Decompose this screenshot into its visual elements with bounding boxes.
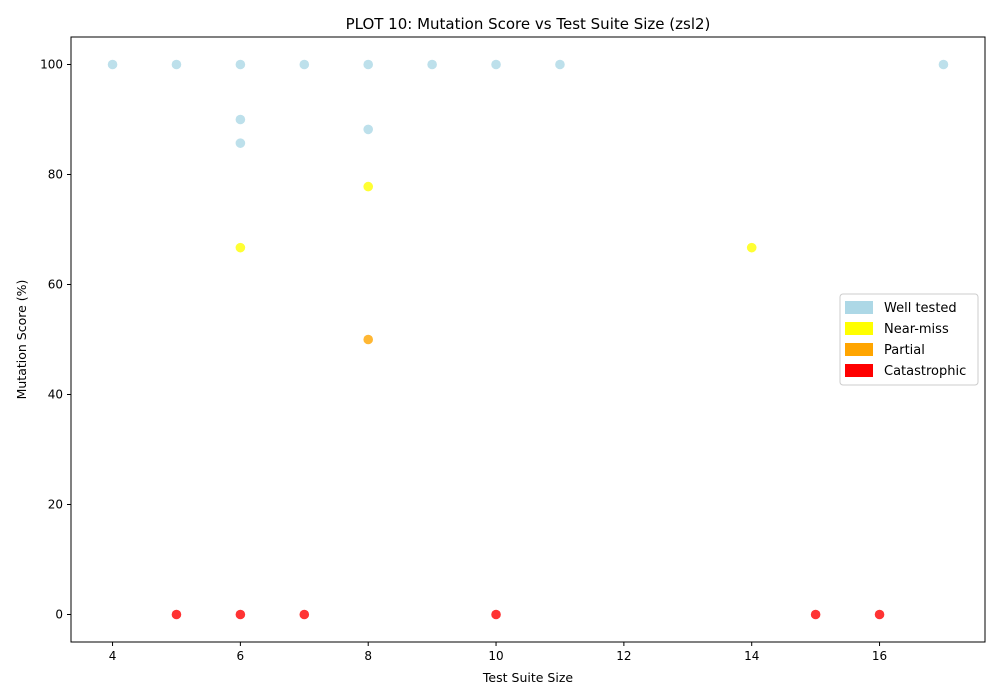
data-point — [363, 181, 374, 192]
legend-entry-label: Partial — [884, 343, 925, 358]
data-point — [235, 242, 246, 253]
data-point — [938, 59, 949, 70]
y-axis-label: Mutation Score (%) — [14, 280, 29, 400]
data-point — [874, 609, 885, 620]
x-tick-label: 12 — [616, 649, 631, 663]
x-tick-label: 16 — [872, 649, 887, 663]
data-point — [299, 59, 310, 70]
y-tick-label: 60 — [48, 278, 63, 292]
y-axis: 0 20 40 60 80 100 — [40, 58, 71, 622]
data-point — [107, 59, 118, 70]
legend-box — [839, 293, 979, 386]
legend-entry-label: Near-miss — [884, 322, 949, 337]
y-tick-label: 80 — [48, 168, 63, 182]
x-axis-label: Test Suite Size — [482, 670, 573, 685]
data-point — [363, 124, 374, 135]
y-tick-label: 0 — [55, 608, 63, 622]
x-tick-label: 4 — [109, 649, 117, 663]
legend-swatch — [845, 322, 873, 335]
y-tick-label: 20 — [48, 498, 63, 512]
data-point — [171, 609, 182, 620]
x-axis: 4 6 8 10 12 14 16 — [109, 642, 887, 663]
chart-title: PLOT 10: Mutation Score vs Test Suite Si… — [346, 15, 711, 33]
data-point — [491, 609, 501, 620]
x-tick-label: 10 — [488, 649, 503, 663]
data-point — [171, 59, 182, 70]
points-layer — [107, 59, 949, 620]
data-point — [491, 59, 501, 70]
x-tick-label: 14 — [744, 649, 759, 663]
legend-swatch — [845, 301, 873, 314]
data-point — [235, 138, 246, 148]
legend-entry-label: Well tested — [884, 301, 957, 316]
data-point — [746, 242, 757, 253]
data-point — [363, 334, 374, 345]
data-point — [427, 59, 437, 70]
legend-swatch — [845, 343, 873, 356]
legend-entry-label: Catastrophic — [884, 364, 966, 379]
data-point — [299, 609, 310, 620]
plot-area-frame — [70, 36, 986, 643]
data-point — [810, 609, 821, 620]
legend: Well tested Near-miss Partial Catastrophic — [839, 293, 979, 386]
y-tick-label: 100 — [40, 58, 63, 72]
data-point — [363, 59, 374, 70]
data-point — [235, 59, 246, 70]
x-tick-label: 6 — [237, 649, 245, 663]
data-point — [555, 59, 565, 70]
legend-swatch — [845, 364, 873, 377]
y-tick-label: 40 — [48, 388, 63, 402]
data-point — [235, 609, 246, 620]
data-point — [235, 114, 246, 125]
x-tick-label: 8 — [364, 649, 372, 663]
